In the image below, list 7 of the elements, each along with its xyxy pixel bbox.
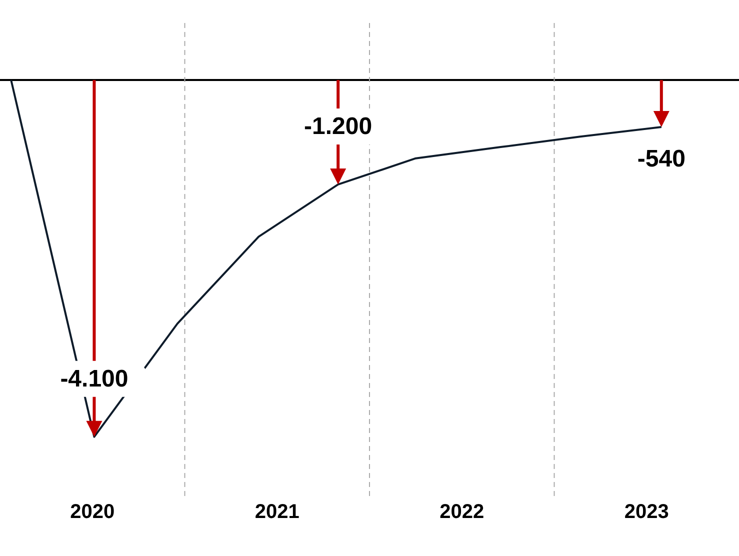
x-tick-label: 2023 xyxy=(624,501,669,524)
x-tick-label: 2020 xyxy=(70,501,115,524)
data-label: -4.100 xyxy=(60,365,128,392)
data-label: -540 xyxy=(637,146,686,173)
data-label: -1.200 xyxy=(304,112,372,140)
x-tick-label: 2022 xyxy=(440,501,484,524)
x-tick-label: 2021 xyxy=(254,501,300,524)
